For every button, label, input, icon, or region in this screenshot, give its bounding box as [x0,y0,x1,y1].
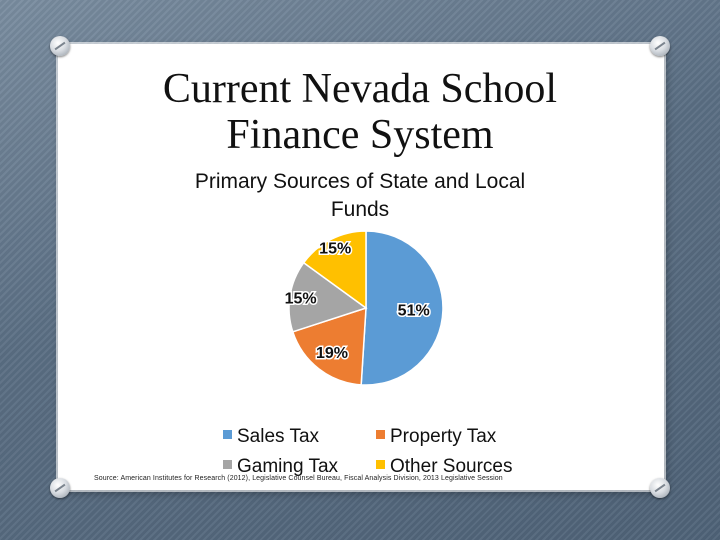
legend-item: Property Tax [376,426,496,448]
screw-icon [50,36,70,56]
legend-label: Gaming Tax [237,456,339,477]
pie-data-label: 15% [285,291,317,308]
slide-title-line: Finance System [226,112,494,158]
slide-title-line: Current Nevada School [162,66,558,112]
legend-item: Other Sources [376,456,513,478]
chart-subtitle: Primary Sources of State and Local Funds [60,168,660,224]
pie-data-label: 19% [316,345,348,362]
screw-icon [650,36,670,56]
legend-swatch [223,460,232,469]
legend-label: Sales Tax [237,426,320,447]
pie-slice-sales-tax [360,230,444,386]
chart-subtitle-line: Primary Sources of State and Local [194,170,526,193]
legend-swatch [376,460,385,469]
pie-slice-other-sources [302,230,367,310]
screw-icon [50,478,70,498]
pie-data-label: 15% [319,241,351,258]
pie-data-label: 51% [398,303,430,320]
chart-subtitle-line: Funds [330,198,390,221]
legend-item: Gaming Tax [223,456,338,478]
source-note: Source: American Institutes for Research… [94,475,503,482]
legend-swatch [223,430,232,439]
pie-slice-gaming-tax [288,261,368,333]
legend-item: Sales Tax [223,426,319,448]
legend-label: Property Tax [390,426,497,447]
legend-swatch [376,430,385,439]
legend-label: Other Sources [390,456,513,477]
pie-slice-property-tax [291,306,367,386]
screw-icon [650,478,670,498]
slide-title: Current Nevada School Finance System [60,66,660,158]
